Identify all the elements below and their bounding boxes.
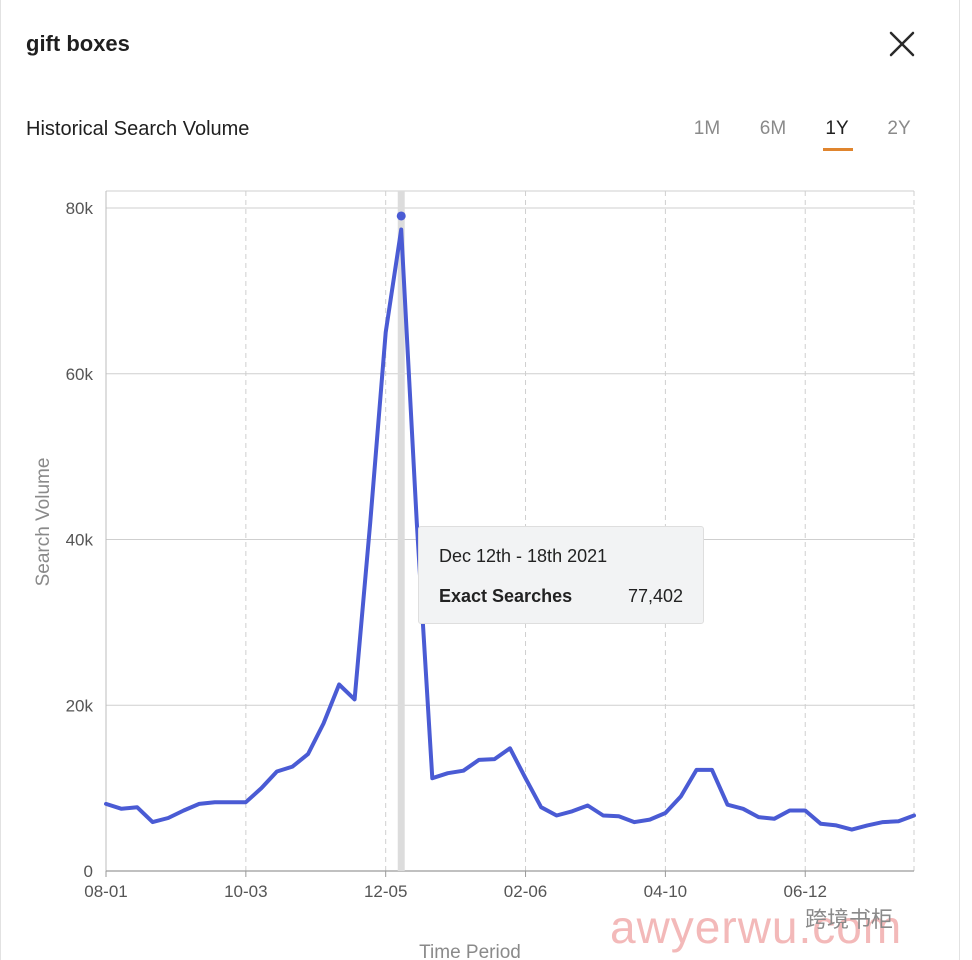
close-button[interactable] <box>884 26 920 62</box>
watermark-badge: 跨境书柜 <box>805 907 894 932</box>
x-tick-label: 10-03 <box>224 882 267 901</box>
search-volume-chart: 0 20k 40k 60k 80k 08-01 10-03 12-05 02-06 04-10 06… <box>33 190 916 960</box>
y-tick-label: 80k <box>66 199 94 218</box>
active-range-indicator <box>823 148 853 151</box>
highlight-point <box>396 211 406 221</box>
y-tick-label: 40k <box>66 531 94 550</box>
range-tab-6m[interactable]: 6M <box>759 118 787 139</box>
tooltip-date: Dec 12th - 18th 2021 <box>439 546 608 566</box>
range-tab-1m[interactable]: 1M <box>693 118 721 139</box>
chart-tooltip: Dec 12th - 18th 2021 Exact Searches 77,4… <box>418 526 704 624</box>
tooltip-label: Exact Searches <box>439 586 573 606</box>
x-tick-label: 04-10 <box>644 882 687 901</box>
x-tick-label: 12-05 <box>364 882 407 901</box>
y-tick-label: 20k <box>66 696 94 715</box>
y-tick-label: 0 <box>84 862 93 881</box>
x-tick-label: 02-06 <box>504 882 547 901</box>
series-line <box>104 227 916 832</box>
x-axis-title: Time Period <box>419 942 521 960</box>
hover-highlight-bar <box>397 191 405 871</box>
x-tick-label: 08-01 <box>84 882 127 901</box>
close-icon <box>889 31 915 57</box>
y-tick-label: 60k <box>66 365 94 384</box>
range-tab-1y[interactable]: 1Y <box>825 118 849 139</box>
range-tab-2y[interactable]: 2Y <box>887 118 911 139</box>
x-tick-label: 06-12 <box>783 882 826 901</box>
section-title: Historical Search Volume <box>26 118 250 140</box>
page-title: gift boxes <box>26 31 130 56</box>
watermark-text: awyerwu.com <box>610 901 903 953</box>
time-range-tabs: 1M 6M 1Y 2Y <box>680 118 930 158</box>
y-axis-title: Search Volume <box>33 458 54 587</box>
tooltip-value: 77,402 <box>627 586 683 606</box>
